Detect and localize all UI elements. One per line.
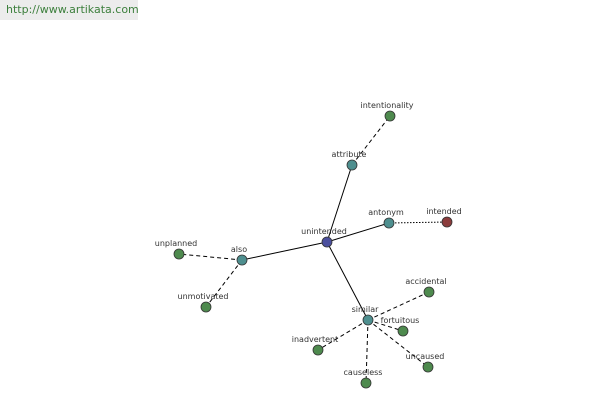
node-label: antonym [368, 208, 404, 217]
node-label: intended [426, 207, 462, 216]
node [312, 344, 324, 356]
node [236, 254, 248, 266]
node-label: attribute [332, 150, 367, 159]
node [362, 314, 374, 326]
site-url[interactable]: http://www.artikata.com [0, 0, 139, 20]
node-label: unplanned [155, 239, 197, 248]
node-label: accidental [405, 277, 446, 286]
node [423, 286, 435, 298]
edge [367, 319, 429, 368]
node [384, 110, 396, 122]
edge [367, 319, 404, 332]
node [321, 236, 333, 248]
edge [178, 253, 243, 261]
edge [326, 241, 369, 321]
edge [326, 222, 390, 243]
edge [351, 115, 391, 166]
edge [365, 319, 369, 384]
node [346, 159, 358, 171]
node [360, 377, 372, 389]
node-label: unmotivated [178, 292, 229, 301]
edge [326, 164, 353, 243]
node [173, 248, 185, 260]
edge [205, 259, 243, 308]
edge [317, 319, 369, 351]
node [422, 361, 434, 373]
node [397, 325, 409, 337]
node-label: intentionality [361, 101, 414, 110]
node [383, 217, 395, 229]
edge [388, 221, 448, 224]
node-label: inadvertent [292, 335, 338, 344]
node-label: causeless [344, 368, 383, 377]
node [441, 216, 453, 228]
node-label: unintended [301, 227, 347, 236]
node-label: also [231, 245, 247, 254]
edge [241, 241, 328, 261]
node [200, 301, 212, 313]
node-label: fortuitous [381, 316, 420, 325]
node-label: similar [352, 305, 380, 314]
node-label: uncaused [406, 352, 445, 361]
